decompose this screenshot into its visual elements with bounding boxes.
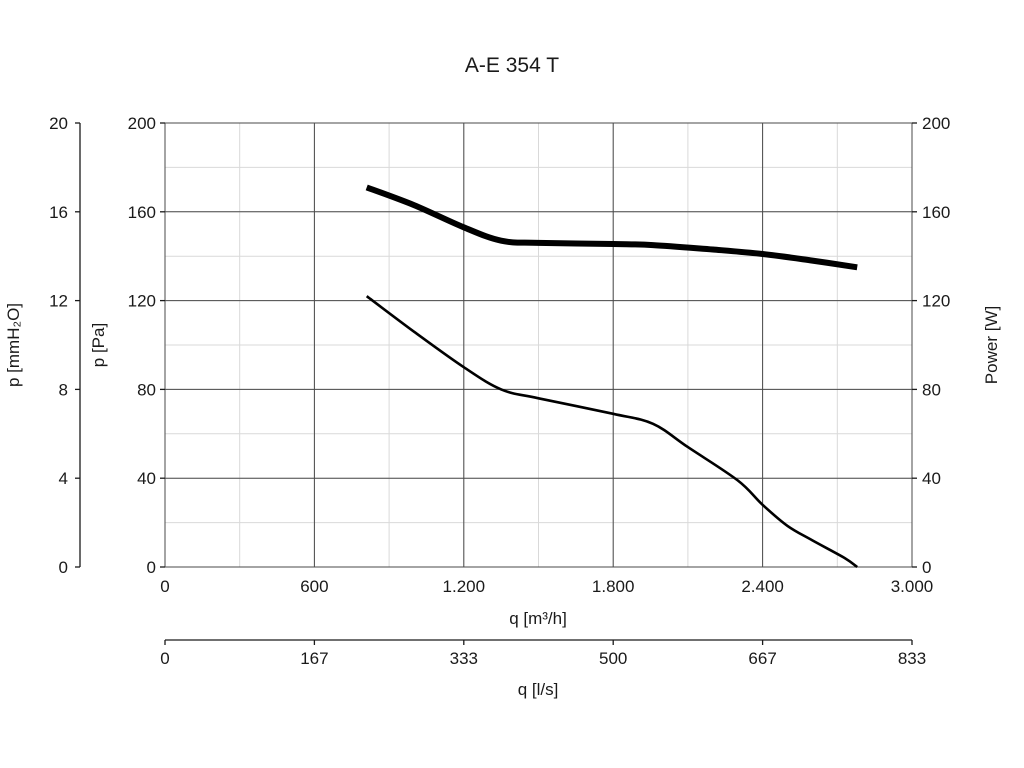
y-tick-label: 0 bbox=[147, 558, 156, 577]
y-tick-label: 200 bbox=[128, 114, 156, 133]
y-right-tick-label: 40 bbox=[922, 469, 941, 488]
y-outer-tick-label: 8 bbox=[59, 380, 68, 399]
x2-tick-label: 667 bbox=[748, 649, 776, 668]
y-tick-label: 40 bbox=[137, 469, 156, 488]
y-tick-label: 160 bbox=[128, 203, 156, 222]
x2-tick-label: 833 bbox=[898, 649, 926, 668]
x-tick-label: 600 bbox=[300, 577, 328, 596]
y-right-tick-label: 80 bbox=[922, 380, 941, 399]
x-axis-title: q [m³/h] bbox=[509, 609, 567, 628]
chart-title: A-E 354 T bbox=[465, 54, 559, 77]
y-outer-tick-label: 4 bbox=[59, 469, 68, 488]
x2-tick-label: 500 bbox=[599, 649, 627, 668]
y-right-tick-label: 160 bbox=[922, 203, 950, 222]
pressure-curve bbox=[365, 295, 858, 569]
x-tick-label: 0 bbox=[160, 577, 169, 596]
x2-tick-label: 0 bbox=[160, 649, 169, 668]
y-outer-tick-label: 12 bbox=[49, 292, 68, 311]
y-outer-tick-label: 16 bbox=[49, 203, 68, 222]
x-tick-label: 1.800 bbox=[592, 577, 635, 596]
y-right-tick-label: 120 bbox=[922, 292, 950, 311]
x-tick-label: 3.000 bbox=[891, 577, 934, 596]
y-axis-title: p [Pa] bbox=[89, 323, 108, 367]
axes bbox=[75, 122, 917, 645]
x2-tick-label: 167 bbox=[300, 649, 328, 668]
x-tick-label: 2.400 bbox=[741, 577, 784, 596]
y-tick-label: 80 bbox=[137, 380, 156, 399]
x-tick-label: 1.200 bbox=[443, 577, 486, 596]
grid bbox=[164, 122, 913, 568]
y-tick-label: 120 bbox=[128, 292, 156, 311]
y-right-tick-label: 200 bbox=[922, 114, 950, 133]
y-outer-axis-title: p [mmH₂O] bbox=[4, 303, 23, 387]
y-right-axis-title: Power [W] bbox=[982, 306, 1001, 384]
series bbox=[365, 184, 858, 569]
y-right-tick-label: 0 bbox=[922, 558, 931, 577]
power-curve bbox=[365, 184, 858, 271]
y-outer-tick-label: 0 bbox=[59, 558, 68, 577]
y-outer-tick-label: 20 bbox=[49, 114, 68, 133]
x2-tick-label: 333 bbox=[450, 649, 478, 668]
x2-axis-title: q [l/s] bbox=[518, 680, 559, 699]
